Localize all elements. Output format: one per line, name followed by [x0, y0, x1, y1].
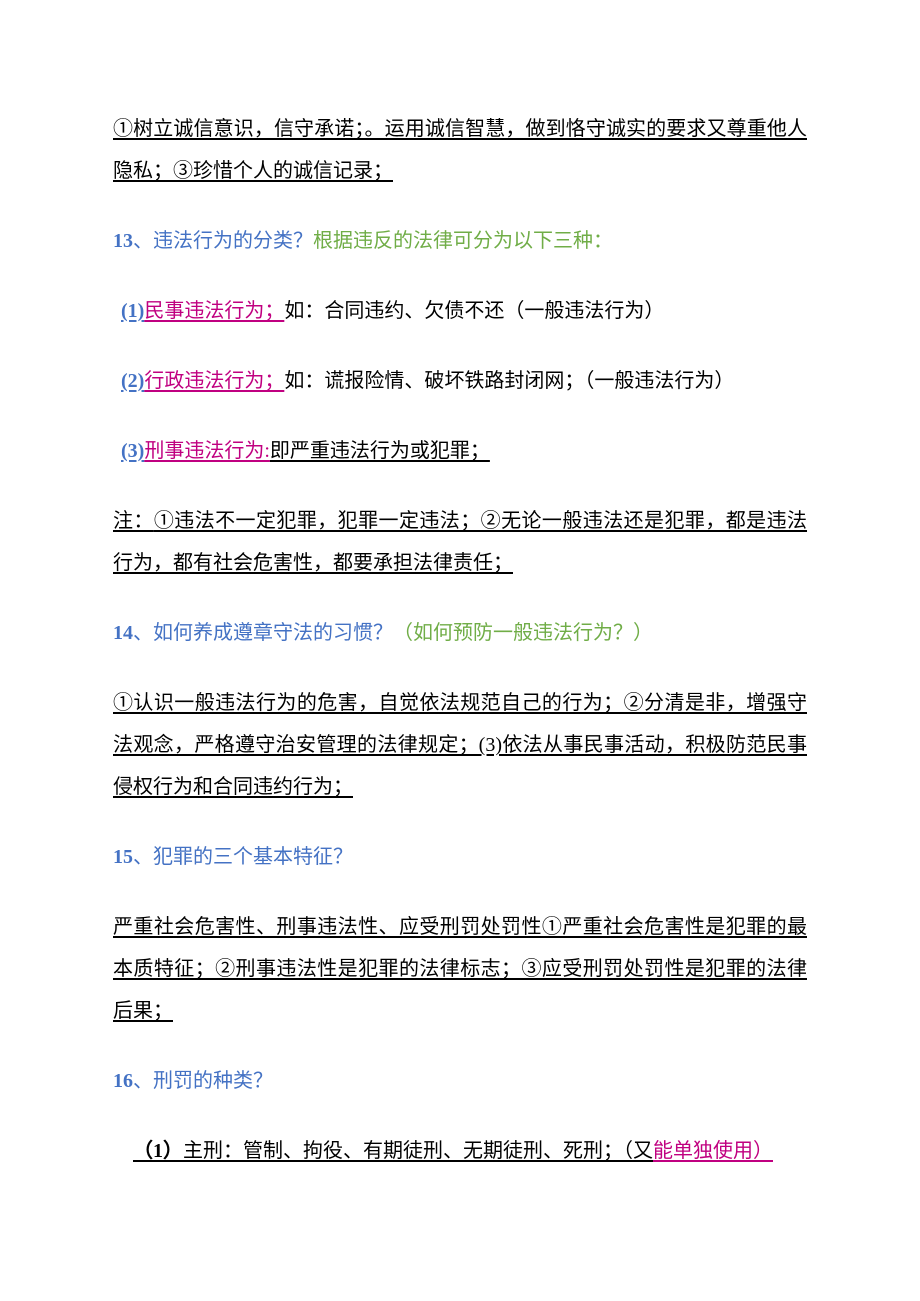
q15-title: 犯罪的三个基本特征？ [153, 846, 353, 868]
q13-2-label: 行政违法行为； [144, 370, 284, 392]
page: ①树立诚信意识，信守承诺；。运用诚信智慧，做到恪守诚实的要求又尊重他人隐私；③珍… [0, 0, 920, 1301]
q13-1-text: 如：合同违约、欠债不还（一般违法行为） [284, 300, 664, 322]
q14-note: （如何预防一般违法行为？） [393, 622, 653, 644]
q15-heading: 15、犯罪的三个基本特征？ [113, 836, 807, 878]
q13-2-num: (2) [121, 370, 144, 392]
q13-note-lead: 注： [113, 510, 154, 532]
q15-answer: 严重社会危害性、刑事违法性、应受刑罚处罚性①严重社会危害性是犯罪的最本质特征；②… [113, 906, 807, 1032]
q13-note: 根据违反的法律可分为以下三种： [313, 230, 613, 252]
q13-title: 违法行为的分类？ [153, 230, 313, 252]
q13-item-3: (3)刑事违法行为:即严重违法行为或犯罪； [113, 430, 807, 472]
q13-item-1: (1)民事违法行为；如：合同违约、欠债不还（一般违法行为） [113, 290, 807, 332]
intro-paragraph: ①树立诚信意识，信守承诺；。运用诚信智慧，做到恪守诚实的要求又尊重他人隐私；③珍… [113, 108, 807, 192]
q13-1-label: 民事违法行为； [144, 300, 284, 322]
q16-sep: 、 [133, 1070, 153, 1092]
q13-3-num: (3) [121, 440, 144, 462]
q13-3-label: 刑事违法行为: [144, 440, 270, 462]
q13-2-text: 如：谎报险情、破坏铁路封闭网；（一般违法行为） [284, 370, 734, 392]
q16-1-text: 主刑：管制、拘役、有期徒刑、无期徒刑、死刑；（又 [183, 1140, 653, 1162]
q14-title: 如何养成遵章守法的习惯？ [153, 622, 393, 644]
q13-3-text: 即严重违法行为或犯罪； [270, 440, 490, 462]
q15-sep: 、 [133, 846, 153, 868]
q14-sep: 、 [133, 622, 153, 644]
q16-title: 刑罚的种类？ [153, 1070, 273, 1092]
q13-footnote: 注：①违法不一定犯罪，犯罪一定违法；②无论一般违法还是犯罪，都是违法行为，都有社… [113, 500, 807, 584]
q13-number: 13 [113, 230, 133, 252]
q16-item-1: （1）主刑：管制、拘役、有期徒刑、无期徒刑、死刑；（又能单独使用） [113, 1130, 807, 1172]
q16-number: 16 [113, 1070, 133, 1092]
q16-1-num: （1） [133, 1140, 183, 1162]
q14-heading: 14、如何养成遵章守法的习惯？（如何预防一般违法行为？） [113, 612, 807, 654]
q15-number: 15 [113, 846, 133, 868]
q13-sep: 、 [133, 230, 153, 252]
q13-note-text: ①违法不一定犯罪，犯罪一定违法；②无论一般违法还是犯罪，都是违法行为，都有社会危… [113, 510, 807, 574]
q14-answer-text: ①认识一般违法行为的危害，自觉依法规范自己的行为；②分清是非，增强守法观念，严格… [113, 692, 807, 798]
q13-heading: 13、违法行为的分类？根据违反的法律可分为以下三种： [113, 220, 807, 262]
q14-answer: ①认识一般违法行为的危害，自觉依法规范自己的行为；②分清是非，增强守法观念，严格… [113, 682, 807, 808]
intro-text: ①树立诚信意识，信守承诺；。运用诚信智慧，做到恪守诚实的要求又尊重他人隐私；③珍… [113, 118, 807, 182]
q16-heading: 16、刑罚的种类？ [113, 1060, 807, 1102]
q13-1-num: (1) [121, 300, 144, 322]
q15-answer-text: 严重社会危害性、刑事违法性、应受刑罚处罚性①严重社会危害性是犯罪的最本质特征；②… [113, 916, 807, 1022]
q16-1-tail: 能单独使用） [653, 1140, 773, 1162]
q14-number: 14 [113, 622, 133, 644]
q13-item-2: (2)行政违法行为；如：谎报险情、破坏铁路封闭网；（一般违法行为） [113, 360, 807, 402]
